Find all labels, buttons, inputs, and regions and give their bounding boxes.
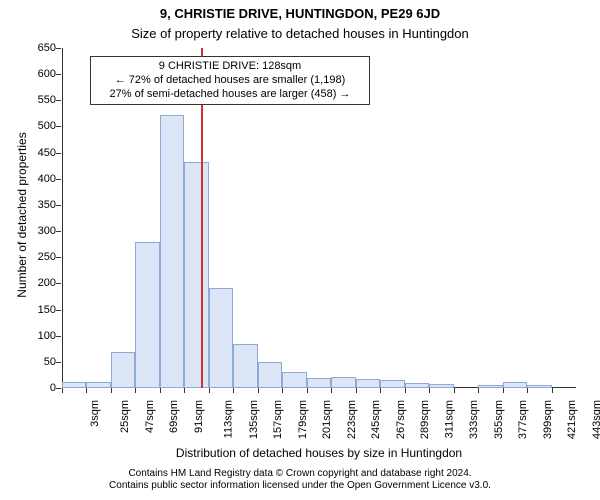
x-tick: 113sqm bbox=[223, 400, 235, 438]
x-tick: 69sqm bbox=[168, 400, 180, 433]
histogram-bar bbox=[160, 115, 184, 388]
x-tick-mark bbox=[307, 388, 308, 393]
annotation-box: 9 CHRISTIE DRIVE: 128sqm← 72% of detache… bbox=[90, 56, 370, 105]
x-tick-mark bbox=[258, 388, 259, 393]
x-tick-mark bbox=[209, 388, 210, 393]
histogram-bar bbox=[282, 372, 306, 388]
histogram-bar bbox=[307, 378, 331, 388]
histogram-bar bbox=[184, 162, 208, 388]
annotation-line-3: 27% of semi-detached houses are larger (… bbox=[97, 88, 363, 102]
histogram-bar bbox=[429, 384, 453, 388]
footer-line-1: Contains HM Land Registry data © Crown c… bbox=[0, 468, 600, 480]
chart-title-main: 9, CHRISTIE DRIVE, HUNTINGDON, PE29 6JD bbox=[0, 6, 600, 21]
x-tick: 245sqm bbox=[370, 400, 382, 439]
histogram-bar bbox=[86, 382, 110, 388]
x-tick: 179sqm bbox=[297, 400, 309, 439]
histogram-bar bbox=[503, 382, 527, 388]
annotation-line-1: 9 CHRISTIE DRIVE: 128sqm bbox=[97, 60, 363, 74]
x-tick-mark bbox=[429, 388, 430, 393]
chart-title-sub: Size of property relative to detached ho… bbox=[0, 26, 600, 41]
x-tick: 355sqm bbox=[493, 400, 505, 439]
x-tick-mark bbox=[135, 388, 136, 393]
histogram-bar bbox=[527, 385, 551, 388]
x-tick: 443sqm bbox=[591, 400, 600, 439]
x-tick: 399sqm bbox=[542, 400, 554, 439]
x-tick: 201sqm bbox=[321, 400, 333, 439]
histogram-bar bbox=[111, 352, 135, 388]
x-tick-mark bbox=[111, 388, 112, 393]
histogram-bar bbox=[233, 344, 257, 388]
x-tick: 3sqm bbox=[89, 400, 101, 427]
annotation-line-2: ← 72% of detached houses are smaller (1,… bbox=[97, 74, 363, 88]
x-tick-mark bbox=[331, 388, 332, 393]
x-tick-mark bbox=[86, 388, 87, 393]
plot-area: 0501001502002503003504004505005506006503… bbox=[62, 48, 576, 388]
x-tick-mark bbox=[233, 388, 234, 393]
histogram-bar bbox=[405, 383, 429, 388]
x-tick-mark bbox=[184, 388, 185, 393]
x-tick: 377sqm bbox=[517, 400, 529, 439]
x-tick: 267sqm bbox=[395, 400, 407, 439]
x-tick-mark bbox=[282, 388, 283, 393]
x-tick: 25sqm bbox=[120, 400, 132, 433]
x-tick-mark bbox=[503, 388, 504, 393]
histogram-bar bbox=[258, 362, 282, 388]
histogram-bar bbox=[331, 377, 355, 389]
x-tick: 421sqm bbox=[566, 400, 578, 439]
x-tick-mark bbox=[478, 388, 479, 393]
histogram-bar bbox=[135, 242, 159, 388]
histogram-bar bbox=[62, 382, 86, 388]
x-tick: 223sqm bbox=[346, 400, 358, 439]
x-tick: 47sqm bbox=[144, 400, 156, 433]
x-tick-mark bbox=[160, 388, 161, 393]
y-tick: 650 bbox=[16, 42, 56, 54]
x-tick: 135sqm bbox=[248, 400, 260, 439]
x-tick-mark bbox=[552, 388, 553, 393]
histogram-bar bbox=[356, 379, 380, 388]
x-tick: 333sqm bbox=[468, 400, 480, 439]
x-tick-mark bbox=[356, 388, 357, 393]
x-tick-mark bbox=[454, 388, 455, 393]
y-tick: 0 bbox=[16, 382, 56, 394]
y-axis-label: Number of detached properties bbox=[15, 65, 29, 365]
x-axis-label: Distribution of detached houses by size … bbox=[62, 446, 576, 460]
chart-container: { "title_main": "9, CHRISTIE DRIVE, HUNT… bbox=[0, 0, 600, 500]
x-tick: 311sqm bbox=[443, 400, 455, 438]
histogram-bar bbox=[478, 385, 502, 388]
histogram-bar bbox=[209, 288, 233, 388]
x-tick: 289sqm bbox=[419, 400, 431, 439]
x-tick-mark bbox=[527, 388, 528, 393]
footer-line-2: Contains public sector information licen… bbox=[0, 480, 600, 492]
x-tick-mark bbox=[380, 388, 381, 393]
x-tick-mark bbox=[405, 388, 406, 393]
x-tick-mark bbox=[62, 388, 63, 393]
histogram-bar bbox=[380, 380, 404, 388]
x-tick: 157sqm bbox=[272, 400, 284, 439]
x-tick: 91sqm bbox=[193, 400, 205, 433]
footer-attribution: Contains HM Land Registry data © Crown c… bbox=[0, 468, 600, 491]
